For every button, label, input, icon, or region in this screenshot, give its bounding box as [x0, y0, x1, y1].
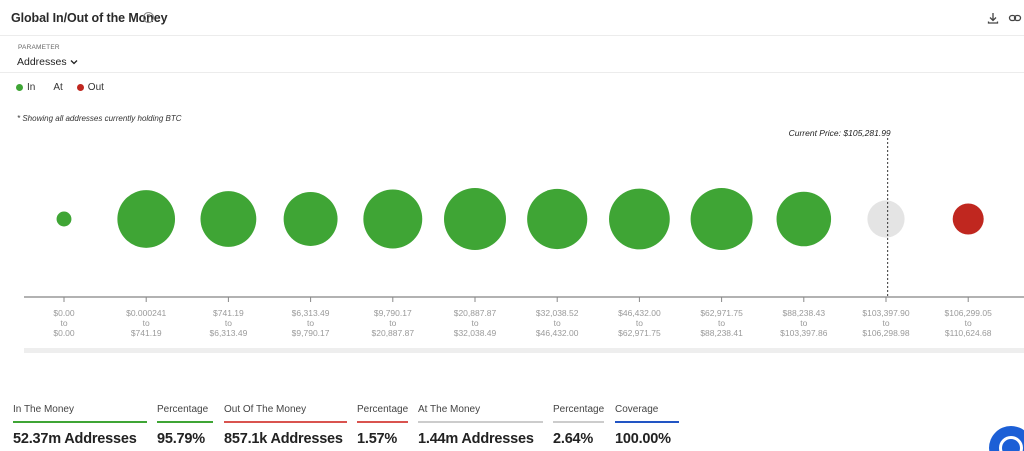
- bubble-in[interactable]: [776, 191, 832, 247]
- x-tick-label-from: $20,887.87: [454, 308, 497, 318]
- x-tick-label-from: $46,432.00: [618, 308, 661, 318]
- x-tick-label-to: $20,887.87: [372, 328, 415, 338]
- bubble-in[interactable]: [56, 211, 72, 227]
- chart-legend: In At Out: [16, 82, 104, 93]
- x-tick-label-to: $741.19: [131, 328, 162, 338]
- x-tick-label-to-word: to: [307, 318, 314, 328]
- in-out-money-chart: $0.00to$0.00$0.000241to$741.19$741.19to$…: [24, 128, 1024, 353]
- question-circle-icon[interactable]: ?: [143, 12, 154, 23]
- bubble-in[interactable]: [527, 188, 588, 250]
- stat-label: Coverage: [615, 404, 679, 423]
- legend-item-at[interactable]: At: [49, 82, 62, 93]
- x-tick-label-from: $106,299.05: [945, 308, 993, 318]
- stat-at-the-money: At The Money 1.44m Addresses: [418, 404, 543, 447]
- stat-label: At The Money: [418, 404, 543, 423]
- chevron-down-icon: [70, 60, 78, 65]
- legend-label-in: In: [27, 82, 36, 93]
- summary-stats: In The Money 52.37m Addresses Percentage…: [0, 399, 1024, 451]
- stat-value: 1.57%: [357, 431, 398, 447]
- legend-label-at: At: [53, 82, 63, 93]
- parameter-section: PARAMETER Addresses: [0, 37, 1024, 73]
- legend-dot-in: [16, 84, 23, 91]
- page-title: Global In/Out of the Money: [11, 11, 168, 25]
- stat-out-of-the-money: Out Of The Money 857.1k Addresses: [224, 404, 347, 447]
- x-tick-label-to: $0.00: [53, 328, 75, 338]
- bubble-in[interactable]: [609, 188, 670, 250]
- stat-label: Percentage: [553, 404, 604, 423]
- x-tick-label-from: $103,397.90: [862, 308, 910, 318]
- x-tick-label-to: $46,432.00: [536, 328, 579, 338]
- stat-value: 52.37m Addresses: [13, 431, 137, 447]
- stat-in-percentage: Percentage 95.79%: [157, 404, 213, 447]
- x-tick-label-to: $9,790.17: [292, 328, 330, 338]
- x-tick-label-to-word: to: [800, 318, 807, 328]
- chart-scrollbar-track: [24, 348, 1024, 353]
- bubble-at[interactable]: [867, 200, 905, 238]
- stat-value: 95.79%: [157, 431, 205, 447]
- x-tick-label-to-word: to: [60, 318, 67, 328]
- parameter-label: PARAMETER: [18, 44, 60, 51]
- x-tick-label-from: $741.19: [213, 308, 244, 318]
- x-tick-label-to: $103,397.86: [780, 328, 828, 338]
- x-tick-label-from: $62,971.75: [700, 308, 743, 318]
- stat-label: In The Money: [13, 404, 147, 423]
- legend-label-out: Out: [87, 82, 104, 93]
- x-tick-label-to: $88,238.41: [700, 328, 743, 338]
- stat-value: 2.64%: [553, 431, 594, 447]
- parameter-dropdown[interactable]: Addresses: [17, 56, 78, 68]
- stat-label: Percentage: [357, 404, 408, 423]
- chart-note: * Showing all addresses currently holdin…: [17, 114, 182, 123]
- x-tick-label-to: $106,298.98: [862, 328, 910, 338]
- legend-dot-out: [76, 84, 84, 91]
- x-tick-label-to-word: to: [554, 318, 561, 328]
- x-tick-label-to: $6,313.49: [209, 328, 247, 338]
- widget-header: Global In/Out of the Money ?: [0, 0, 1024, 36]
- download-icon[interactable]: [986, 11, 1000, 25]
- stat-value: 100.00%: [615, 431, 671, 447]
- bubble-out[interactable]: [952, 203, 984, 235]
- stat-label: Percentage: [157, 404, 213, 423]
- x-tick-label-to-word: to: [225, 318, 232, 328]
- bubble-in[interactable]: [363, 189, 423, 249]
- stat-value: 857.1k Addresses: [224, 431, 343, 447]
- x-tick-label-to-word: to: [965, 318, 972, 328]
- x-tick-label-to: $62,971.75: [618, 328, 661, 338]
- stat-out-percentage: Percentage 1.57%: [357, 404, 408, 447]
- bubble-in[interactable]: [117, 190, 176, 248]
- stat-at-percentage: Percentage 2.64%: [553, 404, 604, 447]
- stat-in-the-money: In The Money 52.37m Addresses: [13, 404, 147, 447]
- bubble-in[interactable]: [200, 191, 257, 247]
- x-tick-label-to: $110,624.68: [945, 328, 992, 338]
- x-tick-label-to: $32,038.49: [454, 328, 497, 338]
- stat-value: 1.44m Addresses: [418, 431, 534, 447]
- x-tick-label-to-word: to: [471, 318, 478, 328]
- x-tick-label-to-word: to: [389, 318, 396, 328]
- x-tick-label-to-word: to: [636, 318, 643, 328]
- bubble-in[interactable]: [444, 188, 506, 250]
- x-tick-label-to-word: to: [718, 318, 725, 328]
- x-tick-label-from: $9,790.17: [374, 308, 412, 318]
- chat-icon: [999, 436, 1023, 451]
- link-icon[interactable]: [1008, 11, 1022, 25]
- x-tick-label-to-word: to: [143, 318, 150, 328]
- legend-item-in[interactable]: In: [16, 82, 35, 93]
- x-tick-label-to-word: to: [882, 318, 889, 328]
- stat-coverage: Coverage 100.00%: [615, 404, 679, 447]
- bubble-in[interactable]: [690, 188, 753, 250]
- x-tick-label-from: $88,238.43: [783, 308, 826, 318]
- current-price-label: Current Price: $105,281.99: [789, 128, 891, 138]
- bubble-in[interactable]: [283, 192, 338, 246]
- parameter-value: Addresses: [17, 56, 67, 68]
- x-tick-label-from: $0.00: [53, 308, 75, 318]
- stat-label: Out Of The Money: [224, 404, 347, 423]
- legend-item-out[interactable]: Out: [76, 82, 104, 93]
- x-tick-label-from: $0.000241: [126, 308, 166, 318]
- x-tick-label-from: $6,313.49: [292, 308, 330, 318]
- x-tick-label-from: $32,038.52: [536, 308, 579, 318]
